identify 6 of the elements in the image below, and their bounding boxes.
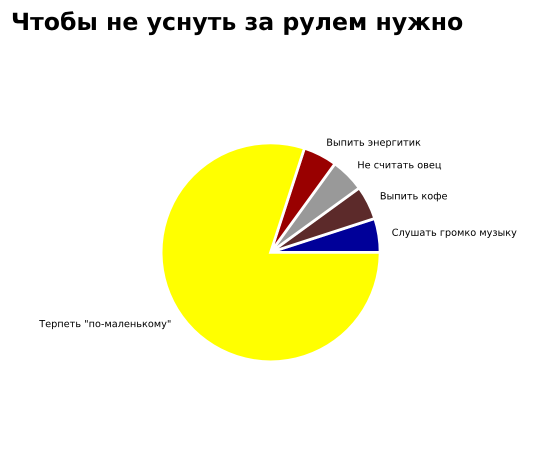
chart-title: Чтобы не уснуть за рулем нужно <box>12 11 462 36</box>
slice-label: Не считать овец <box>358 161 442 170</box>
slice-label: Выпить энергитик <box>327 138 421 148</box>
slice-label: Терпеть "по-маленькому" <box>39 320 170 330</box>
slice-label: Выпить кофе <box>380 192 447 202</box>
slice-label: Слушать громко музыку <box>392 228 517 238</box>
